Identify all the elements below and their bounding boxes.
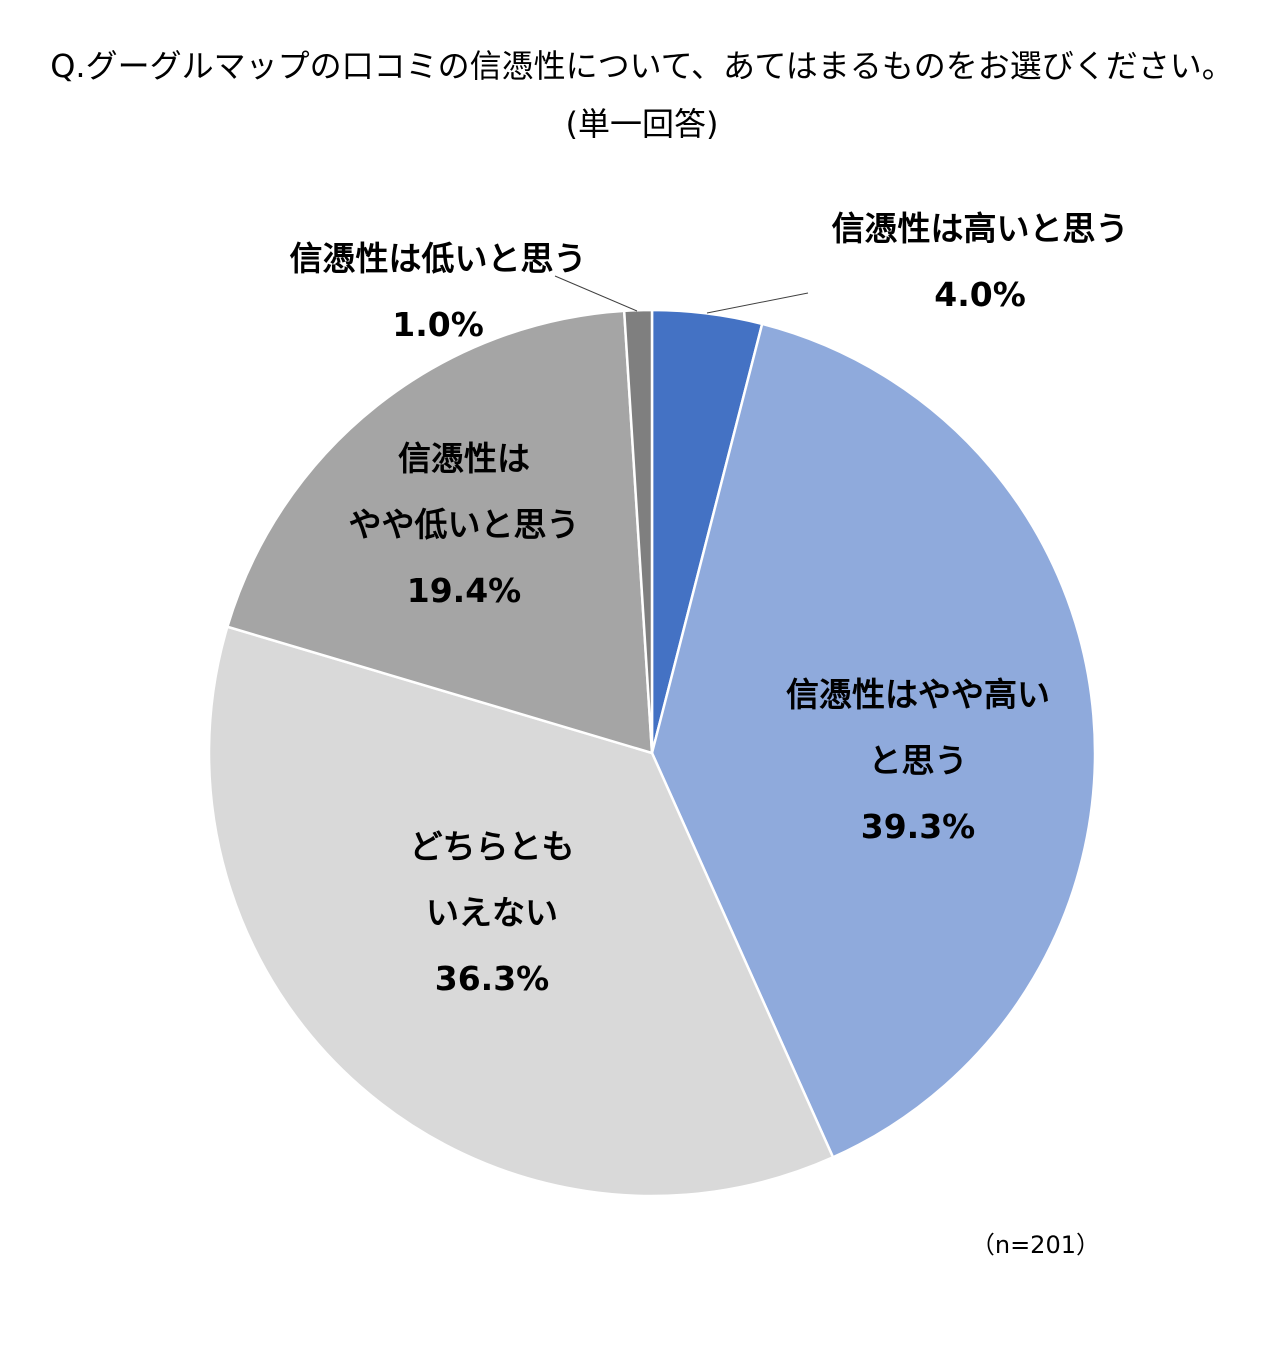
pie-slice-5 <box>622 308 654 754</box>
pie-slice-4 <box>225 309 654 755</box>
leader-line-5 <box>554 275 638 312</box>
slice-value-label-2: 39.3% <box>861 807 976 846</box>
chart-title: Q.グーグルマップの口コミの信憑性について、あてはまるものをお選びください。 <box>50 47 1234 85</box>
chart-subtitle: (単一回答) <box>565 105 719 143</box>
slice-value-label-4: 19.4% <box>407 571 522 610</box>
pie-slices <box>207 308 1097 1198</box>
slice-value-label-3: 36.3% <box>435 959 550 998</box>
leader-line-1 <box>706 292 809 314</box>
slice-value-label-5: 1.0% <box>392 305 484 344</box>
leader-lines <box>554 275 809 314</box>
slice-label-2-line-1: 信憑性はやや高い <box>786 675 1050 714</box>
pie-slice-3 <box>207 625 835 1198</box>
slice-label-2-line-2: と思う <box>869 741 968 780</box>
slice-label-4-line-1: 信憑性は <box>398 439 530 478</box>
pie-slice-2 <box>650 322 1097 1159</box>
slice-label-5-line-1: 信憑性は低いと思う <box>290 239 587 278</box>
slice-label-3-line-2: いえない <box>426 893 558 932</box>
slice-label-4-line-2: やや低いと思う <box>349 505 580 544</box>
sample-size-note: （n=201） <box>970 1231 1100 1259</box>
slice-value-label-1: 4.0% <box>934 275 1026 314</box>
slice-label-3-line-1: どちらとも <box>410 827 575 866</box>
slice-label-1-line-1: 信憑性は高いと思う <box>832 209 1129 248</box>
